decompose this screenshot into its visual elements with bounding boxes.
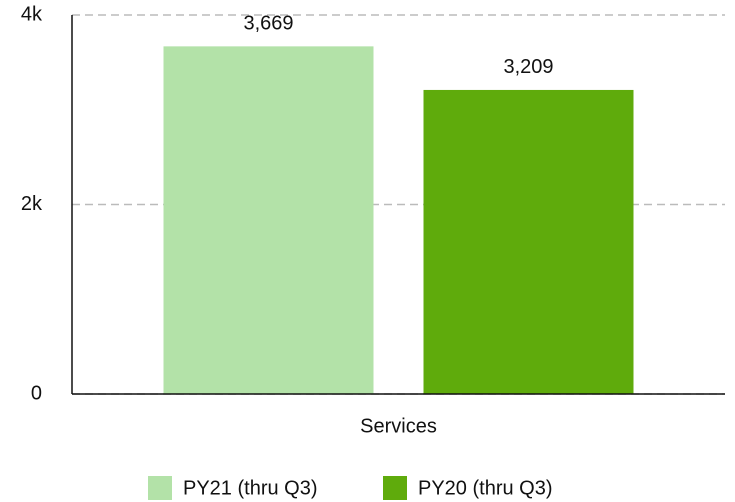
x-tick-label: Services <box>360 415 437 437</box>
legend-label: PY21 (thru Q3) <box>183 477 318 499</box>
legend-swatch <box>383 476 407 500</box>
y-tick-label: 2k <box>21 193 43 215</box>
bar <box>423 89 634 394</box>
legend-label: PY20 (thru Q3) <box>418 477 553 499</box>
legend-swatch <box>148 476 172 500</box>
y-tick-label: 4k <box>21 3 43 25</box>
bar <box>163 46 374 395</box>
value-label: 3,209 <box>503 56 553 78</box>
y-tick-label: 0 <box>31 382 42 404</box>
value-label: 3,669 <box>243 13 293 35</box>
